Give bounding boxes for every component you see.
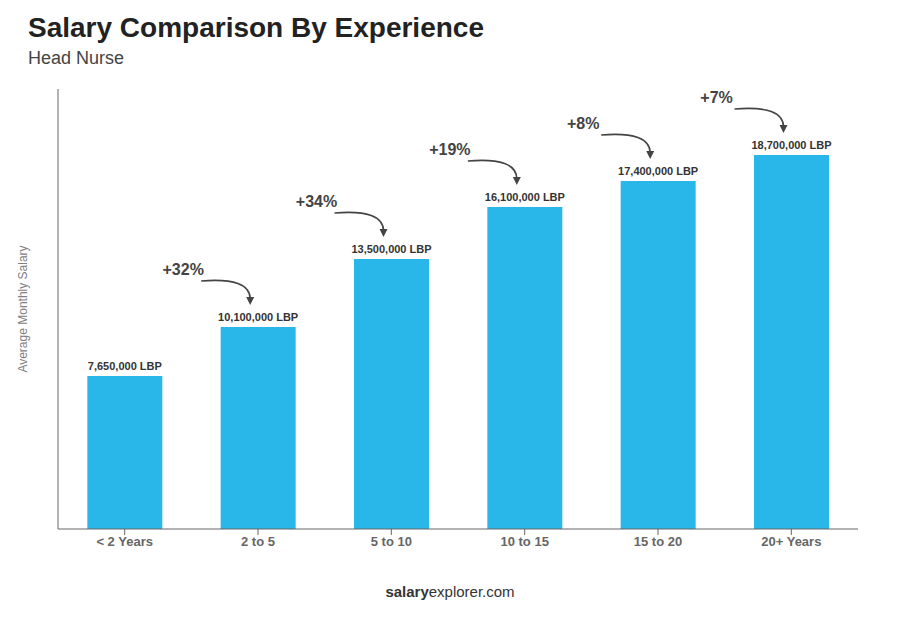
svg-text:+8%: +8% bbox=[567, 115, 599, 132]
svg-text:16,100,000 LBP: 16,100,000 LBP bbox=[485, 191, 565, 203]
svg-text:< 2 Years: < 2 Years bbox=[96, 534, 153, 549]
svg-text:17,400,000 LBP: 17,400,000 LBP bbox=[618, 165, 698, 177]
svg-text:10 to 15: 10 to 15 bbox=[500, 534, 548, 549]
svg-text:10,100,000 LBP: 10,100,000 LBP bbox=[218, 311, 298, 323]
svg-text:5 to 10: 5 to 10 bbox=[371, 534, 412, 549]
svg-text:13,500,000 LBP: 13,500,000 LBP bbox=[351, 243, 431, 255]
svg-text:+19%: +19% bbox=[429, 141, 470, 158]
svg-text:20+ Years: 20+ Years bbox=[761, 534, 821, 549]
svg-text:+7%: +7% bbox=[700, 89, 732, 106]
svg-text:7,650,000 LBP: 7,650,000 LBP bbox=[88, 360, 162, 372]
html-text:Salary Comparison By Experienc: Salary Comparison By Experience bbox=[28, 12, 484, 43]
svg-text:18,700,000 LBP: 18,700,000 LBP bbox=[751, 139, 831, 151]
html-text:Head Nurse: Head Nurse bbox=[28, 48, 124, 68]
html-text:salary explorer.com: salary explorer.com bbox=[385, 583, 515, 600]
svg-text:15 to 20: 15 to 20 bbox=[634, 534, 682, 549]
svg-text:Average Monthly Salary: Average Monthly Salary bbox=[16, 245, 30, 372]
svg-text:+32%: +32% bbox=[163, 261, 204, 278]
svg-text:2 to 5: 2 to 5 bbox=[241, 534, 275, 549]
svg-text:+34%: +34% bbox=[296, 193, 337, 210]
